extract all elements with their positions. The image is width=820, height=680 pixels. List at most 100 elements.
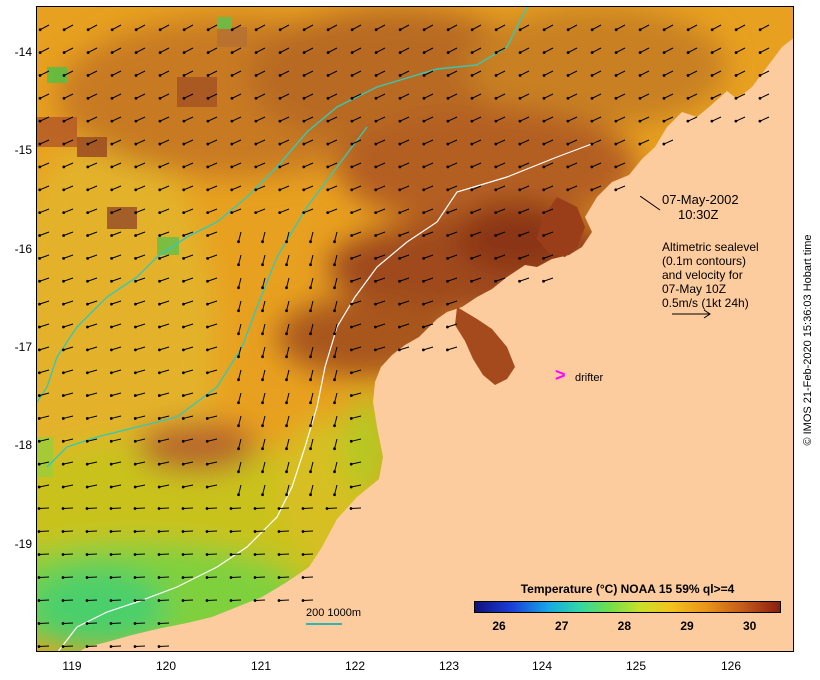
velocity-arrow-head — [518, 256, 521, 260]
velocity-arrow — [63, 438, 74, 442]
velocity-arrow-head — [422, 211, 426, 215]
velocity-arrow-head — [61, 507, 65, 510]
velocity-arrow — [207, 24, 218, 31]
velocity-arrow-head — [158, 188, 162, 192]
velocity-arrow-head — [254, 211, 258, 215]
velocity-arrow-head — [446, 119, 450, 123]
velocity-arrow-head — [85, 439, 89, 443]
velocity-arrow — [711, 116, 722, 122]
velocity-arrow-head — [206, 256, 209, 260]
velocity-arrow-head — [542, 279, 545, 283]
velocity-arrow-head — [62, 325, 65, 329]
velocity-arrow-head — [494, 28, 498, 32]
velocity-arrow-head — [133, 394, 137, 397]
velocity-arrow-head — [253, 576, 257, 579]
velocity-arrow-head — [157, 645, 161, 648]
velocity-arrow — [135, 47, 146, 54]
velocity-arrow — [687, 116, 698, 122]
velocity-arrow — [567, 162, 578, 168]
velocity-arrow-head — [398, 119, 402, 123]
velocity-arrow — [399, 231, 410, 236]
velocity-arrow — [135, 185, 146, 191]
velocity-arrow-head — [230, 142, 234, 146]
velocity-arrow-head — [206, 51, 210, 54]
velocity-arrow — [63, 461, 74, 465]
velocity-arrow-head — [309, 447, 312, 451]
velocity-arrow-head — [38, 279, 41, 283]
velocity-arrow — [495, 47, 506, 54]
velocity-arrow-head — [326, 188, 330, 192]
velocity-arrow-head — [374, 96, 378, 100]
velocity-arrow-head — [110, 188, 114, 192]
velocity-arrow — [255, 162, 266, 168]
velocity-arrow-head — [158, 325, 161, 329]
velocity-arrow-head — [85, 507, 89, 510]
velocity-arrow-head — [133, 417, 137, 420]
velocity-arrow-head — [205, 417, 209, 420]
velocity-arrow-head — [446, 51, 450, 54]
velocity-arrow-head — [182, 51, 186, 54]
velocity-arrow-head — [422, 51, 426, 54]
velocity-arrow — [351, 392, 362, 397]
velocity-arrow-head — [350, 96, 354, 100]
velocity-arrow — [495, 254, 506, 259]
velocity-arrow-head — [110, 51, 114, 54]
velocity-arrow — [423, 323, 434, 328]
velocity-arrow-head — [38, 165, 42, 169]
velocity-arrow-head — [109, 645, 113, 648]
velocity-arrow — [159, 70, 170, 76]
velocity-arrow-head — [326, 119, 330, 123]
velocity-arrow-head — [285, 424, 288, 428]
velocity-arrow-head — [37, 645, 41, 648]
velocity-arrow-head — [134, 51, 138, 54]
velocity-arrow — [639, 139, 650, 145]
velocity-arrow — [495, 277, 506, 282]
velocity-arrow-head — [494, 234, 498, 237]
velocity-arrow-head — [398, 211, 402, 215]
velocity-arrow-head — [38, 188, 42, 192]
velocity-arrow — [207, 461, 218, 465]
velocity-arrow-head — [230, 28, 234, 32]
velocity-arrow-head — [638, 96, 642, 100]
velocity-arrow — [375, 139, 386, 145]
velocity-arrow-head — [85, 417, 89, 420]
velocity-arrow — [279, 116, 290, 122]
velocity-arrow — [615, 139, 626, 145]
velocity-arrow-head — [518, 28, 522, 32]
velocity-arrow — [471, 139, 482, 145]
velocity-arrow-head — [133, 530, 137, 533]
velocity-arrow — [135, 369, 146, 374]
velocity-arrow-head — [110, 325, 113, 329]
velocity-arrow — [135, 277, 146, 282]
velocity-arrow-head — [182, 165, 186, 169]
velocity-arrow — [87, 484, 98, 488]
velocity-arrow-head — [285, 332, 288, 336]
velocity-arrow-head — [542, 74, 546, 77]
velocity-arrow-head — [374, 234, 378, 237]
velocity-arrow — [262, 484, 266, 495]
velocity-arrow-head — [229, 553, 233, 556]
velocity-arrow-head — [110, 348, 113, 352]
velocity-arrow-head — [494, 211, 498, 215]
velocity-arrow-head — [350, 51, 354, 54]
velocity-arrow-head — [470, 256, 473, 260]
velocity-arrow-head — [350, 348, 353, 352]
velocity-arrow — [399, 277, 410, 282]
velocity-arrow-head — [38, 325, 41, 329]
velocity-arrow — [423, 24, 434, 31]
velocity-arrow — [279, 162, 290, 168]
velocity-arrow-head — [38, 51, 42, 54]
velocity-arrow — [495, 24, 506, 31]
velocity-arrow-head — [374, 142, 378, 146]
velocity-arrow-head — [350, 325, 353, 329]
velocity-arrow-head — [157, 394, 161, 397]
velocity-arrow — [39, 438, 50, 442]
velocity-arrow — [543, 254, 554, 259]
velocity-arrow — [286, 415, 290, 426]
velocity-arrow — [111, 93, 122, 99]
isobath-200m — [57, 141, 598, 651]
velocity-arrow-head — [237, 309, 240, 313]
velocity-arrow-head — [277, 576, 281, 579]
velocity-arrow-head — [182, 188, 186, 192]
velocity-arrow — [63, 162, 74, 168]
